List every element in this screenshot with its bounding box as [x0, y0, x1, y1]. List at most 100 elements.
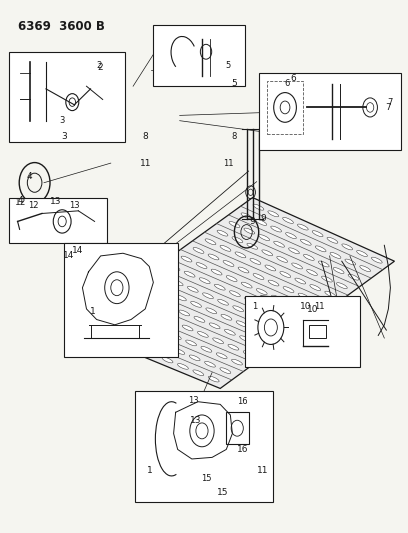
- Ellipse shape: [244, 297, 255, 303]
- Text: 10: 10: [299, 302, 311, 311]
- Ellipse shape: [164, 304, 175, 310]
- Text: 4: 4: [26, 172, 32, 181]
- Ellipse shape: [131, 344, 142, 350]
- Text: 13: 13: [50, 197, 62, 206]
- Ellipse shape: [318, 261, 329, 267]
- Ellipse shape: [101, 332, 111, 337]
- Ellipse shape: [244, 228, 255, 234]
- Text: 12: 12: [15, 198, 27, 207]
- Ellipse shape: [290, 317, 301, 322]
- Ellipse shape: [271, 226, 282, 232]
- Ellipse shape: [295, 278, 306, 284]
- Ellipse shape: [310, 285, 321, 290]
- Ellipse shape: [274, 241, 284, 247]
- Bar: [9, 198, 107, 243]
- Text: 15: 15: [201, 474, 211, 483]
- Ellipse shape: [214, 284, 225, 290]
- Ellipse shape: [232, 359, 242, 365]
- Ellipse shape: [193, 247, 204, 253]
- Ellipse shape: [283, 287, 294, 293]
- Ellipse shape: [251, 327, 262, 333]
- Text: 4: 4: [18, 196, 24, 205]
- Ellipse shape: [213, 338, 224, 344]
- Ellipse shape: [208, 254, 219, 260]
- Ellipse shape: [159, 342, 169, 348]
- Ellipse shape: [97, 317, 108, 322]
- Ellipse shape: [248, 312, 259, 318]
- Ellipse shape: [229, 222, 240, 228]
- Ellipse shape: [116, 338, 127, 344]
- Ellipse shape: [345, 259, 356, 265]
- Bar: [9, 52, 125, 142]
- Ellipse shape: [221, 314, 232, 320]
- Ellipse shape: [259, 304, 271, 310]
- Ellipse shape: [286, 233, 296, 239]
- Ellipse shape: [206, 308, 217, 314]
- Ellipse shape: [113, 323, 123, 329]
- Ellipse shape: [300, 239, 311, 245]
- Text: 13: 13: [69, 201, 80, 210]
- Bar: [135, 391, 273, 503]
- Ellipse shape: [220, 368, 231, 374]
- Ellipse shape: [162, 357, 173, 363]
- Ellipse shape: [128, 329, 139, 335]
- Ellipse shape: [371, 257, 382, 263]
- Ellipse shape: [155, 327, 166, 333]
- Ellipse shape: [313, 300, 324, 305]
- Ellipse shape: [241, 282, 252, 288]
- Text: 1: 1: [90, 307, 95, 316]
- Ellipse shape: [187, 286, 198, 292]
- Text: 8: 8: [142, 132, 148, 141]
- Ellipse shape: [357, 251, 367, 256]
- Bar: [309, 325, 326, 338]
- Ellipse shape: [266, 334, 277, 340]
- Ellipse shape: [204, 361, 215, 367]
- Ellipse shape: [253, 273, 264, 279]
- Ellipse shape: [224, 329, 235, 335]
- Text: 10: 10: [307, 305, 319, 314]
- Text: 11: 11: [314, 302, 325, 311]
- Ellipse shape: [169, 265, 180, 271]
- Ellipse shape: [262, 250, 273, 256]
- Ellipse shape: [232, 237, 243, 243]
- Ellipse shape: [172, 280, 183, 286]
- Ellipse shape: [265, 265, 276, 271]
- Bar: [259, 73, 401, 150]
- Ellipse shape: [292, 263, 302, 269]
- Ellipse shape: [196, 263, 207, 269]
- Ellipse shape: [202, 293, 213, 298]
- Bar: [64, 243, 177, 357]
- Bar: [153, 25, 244, 86]
- Bar: [267, 81, 303, 134]
- Ellipse shape: [325, 291, 336, 297]
- Text: 11: 11: [223, 159, 233, 167]
- Ellipse shape: [143, 336, 154, 342]
- Ellipse shape: [205, 239, 216, 245]
- Text: 11: 11: [140, 159, 151, 167]
- Ellipse shape: [147, 351, 157, 357]
- Ellipse shape: [193, 370, 204, 376]
- Ellipse shape: [268, 280, 279, 286]
- Text: 8: 8: [232, 132, 237, 141]
- Ellipse shape: [186, 340, 197, 346]
- Text: 14: 14: [72, 246, 84, 255]
- Ellipse shape: [256, 289, 267, 295]
- Ellipse shape: [235, 252, 246, 258]
- Ellipse shape: [307, 270, 317, 276]
- Ellipse shape: [243, 351, 254, 357]
- Ellipse shape: [211, 269, 222, 275]
- Text: 7: 7: [388, 98, 393, 107]
- Ellipse shape: [255, 342, 266, 348]
- Text: 3: 3: [61, 132, 67, 141]
- Text: 1: 1: [252, 302, 257, 311]
- Text: 15: 15: [217, 488, 228, 497]
- Ellipse shape: [333, 268, 344, 273]
- Ellipse shape: [327, 237, 338, 243]
- Ellipse shape: [189, 355, 200, 361]
- Text: 14: 14: [62, 252, 74, 261]
- Ellipse shape: [220, 245, 231, 251]
- Ellipse shape: [223, 261, 234, 266]
- Ellipse shape: [226, 276, 237, 281]
- Ellipse shape: [233, 306, 244, 312]
- Ellipse shape: [239, 336, 251, 342]
